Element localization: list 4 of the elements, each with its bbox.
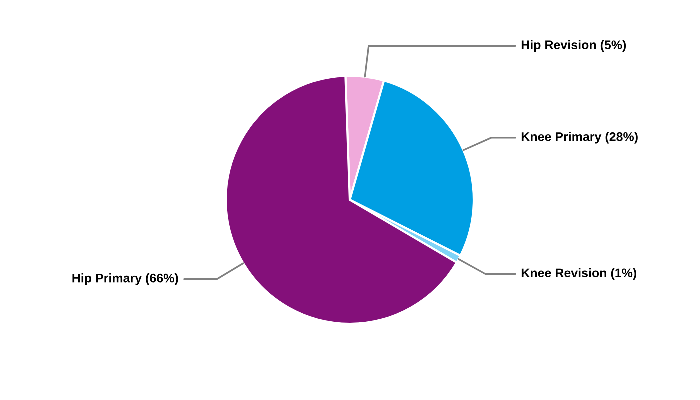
slice-label: Hip Primary (66%)	[72, 274, 178, 286]
slice-label: Knee Primary (28%)	[522, 132, 638, 144]
slice-label: Knee Revision (1%)	[522, 268, 636, 280]
slice-label: Hip Revision (5%)	[522, 40, 626, 52]
